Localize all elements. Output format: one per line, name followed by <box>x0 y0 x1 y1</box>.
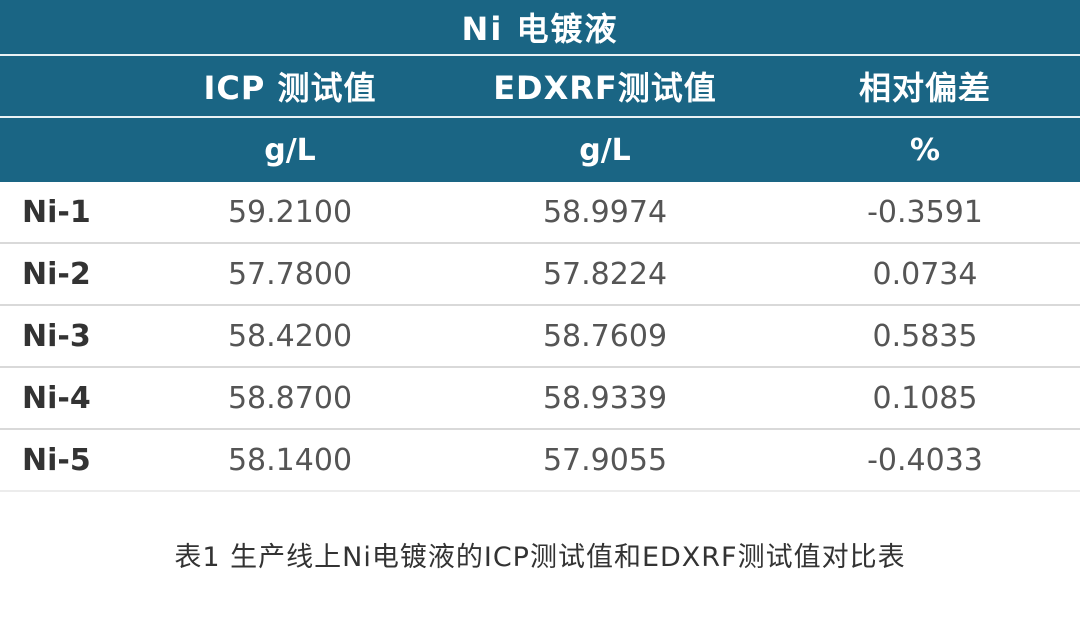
row-label: Ni-4 <box>22 380 91 416</box>
row-label: Ni-3 <box>22 318 91 354</box>
row-label: Ni-2 <box>22 256 91 292</box>
table-caption: 表1 生产线上Ni电镀液的ICP测试值和EDXRF测试值对比表 <box>174 542 906 573</box>
icp-value: 58.8700 <box>227 380 353 416</box>
header-separator <box>0 54 1080 56</box>
icp-value: 58.4200 <box>227 318 353 354</box>
table-title: Ni 电镀液 <box>461 10 619 48</box>
unit-icp: g/L <box>264 132 316 168</box>
unit-row: g/L g/L % <box>0 118 1080 182</box>
edxrf-value: 57.8224 <box>542 256 668 292</box>
unit-separator <box>0 116 1080 118</box>
unit-deviation: % <box>909 132 941 168</box>
column-header-row: ICP 测试值 EDXRF测试值 相对偏差 <box>0 56 1080 116</box>
deviation-value: -0.3591 <box>867 194 983 230</box>
table-row: Ni-1 59.2100 58.9974 -0.3591 <box>0 182 1080 244</box>
edxrf-value: 58.9339 <box>542 380 668 416</box>
deviation-value: -0.4033 <box>867 442 983 478</box>
deviation-value: 0.5835 <box>872 318 978 354</box>
icp-value: 58.1400 <box>227 442 353 478</box>
row-label: Ni-5 <box>22 442 91 478</box>
table-row: Ni-4 58.8700 58.9339 0.1085 <box>0 368 1080 430</box>
unit-edxrf: g/L <box>579 132 631 168</box>
header-deviation: 相对偏差 <box>858 69 991 107</box>
row-label: Ni-1 <box>22 194 91 230</box>
deviation-value: 0.1085 <box>872 380 978 416</box>
header-edxrf: EDXRF测试值 <box>493 69 717 107</box>
table-title-row: Ni 电镀液 <box>0 0 1080 54</box>
table-row: Ni-2 57.7800 57.8224 0.0734 <box>0 244 1080 306</box>
edxrf-value: 58.7609 <box>542 318 668 354</box>
table-row: Ni-5 58.1400 57.9055 -0.4033 <box>0 430 1080 492</box>
edxrf-value: 58.9974 <box>542 194 668 230</box>
edxrf-value: 57.9055 <box>542 442 668 478</box>
icp-value: 59.2100 <box>227 194 353 230</box>
deviation-value: 0.0734 <box>872 256 978 292</box>
icp-value: 57.7800 <box>227 256 353 292</box>
table-row: Ni-3 58.4200 58.7609 0.5835 <box>0 306 1080 368</box>
header-icp: ICP 测试值 <box>203 69 377 107</box>
